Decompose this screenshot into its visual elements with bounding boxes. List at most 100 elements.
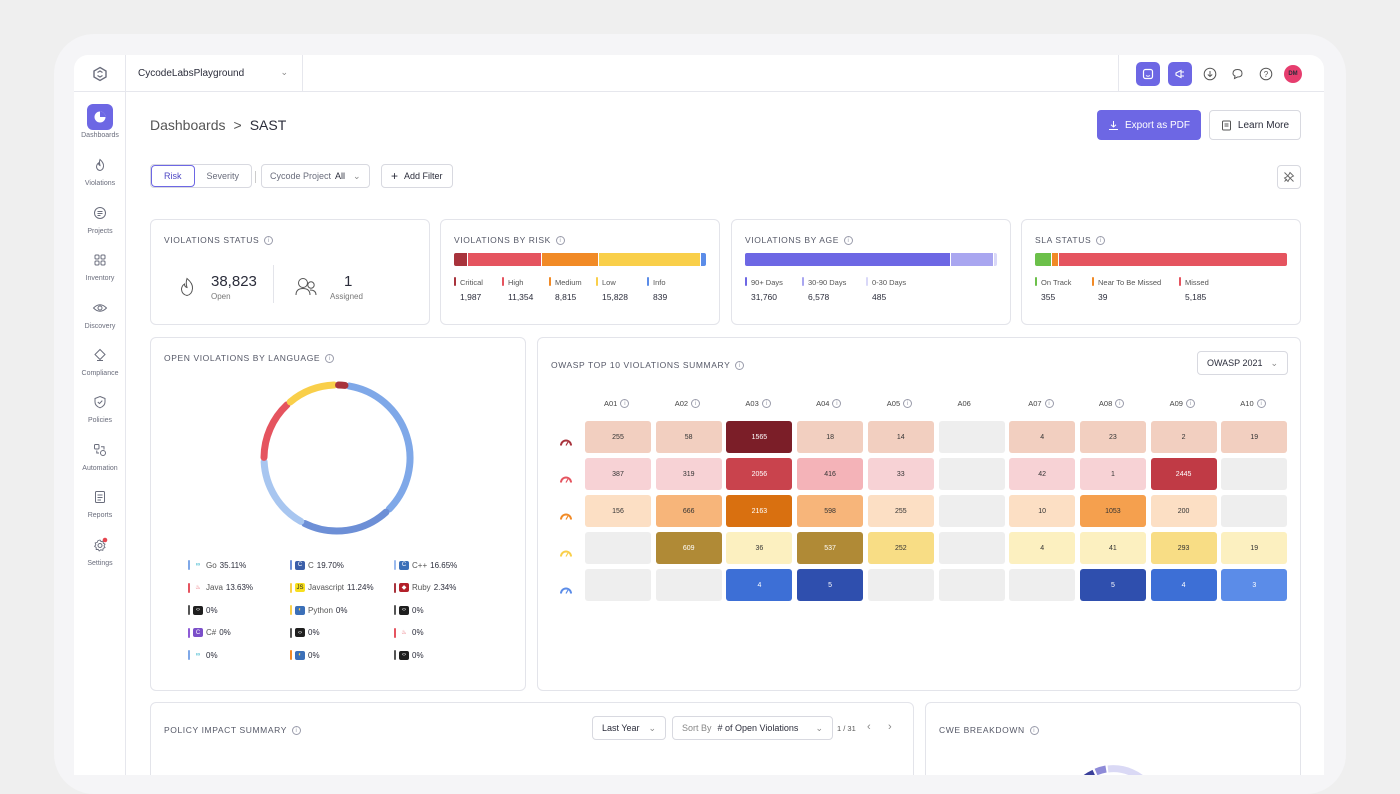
sidebar-item-policies[interactable]: Policies — [74, 389, 126, 433]
chevron-left-icon[interactable]: ‹ — [867, 721, 871, 733]
language-legend-item[interactable]: ∞0% — [188, 650, 218, 660]
info-icon[interactable]: i — [1096, 236, 1105, 245]
info-icon[interactable]: i — [1115, 399, 1124, 408]
heatmap-cell[interactable]: 42 — [1009, 458, 1075, 490]
export-pdf-button[interactable]: Export as PDF — [1097, 110, 1201, 140]
sidebar-item-projects[interactable]: Projects — [74, 200, 126, 244]
announcements-button[interactable] — [1168, 62, 1192, 86]
heatmap-cell[interactable]: 14 — [868, 421, 934, 453]
info-icon[interactable]: i — [1030, 726, 1039, 735]
bar-segment-2[interactable] — [994, 253, 997, 266]
heatmap-cell[interactable]: 200 — [1151, 495, 1217, 527]
heatmap-cell[interactable]: 2 — [1151, 421, 1217, 453]
info-icon[interactable]: i — [556, 236, 565, 245]
sidebar-item-inventory[interactable]: Inventory — [74, 247, 126, 291]
sidebar-item-settings[interactable]: Settings — [74, 532, 126, 576]
donut-segment-4[interactable] — [290, 385, 334, 402]
heatmap-cell[interactable]: 4 — [1009, 532, 1075, 564]
heatmap-cell[interactable]: 2163 — [726, 495, 792, 527]
sidebar-item-reports[interactable]: Reports — [74, 484, 126, 528]
heatmap-cell[interactable]: 1 — [1080, 458, 1146, 490]
bar-segment-1[interactable] — [1052, 253, 1058, 266]
unpin-icon[interactable] — [1277, 165, 1301, 189]
info-icon[interactable]: i — [325, 354, 334, 363]
info-icon[interactable]: i — [292, 726, 301, 735]
info-icon[interactable]: i — [832, 399, 841, 408]
heatmap-cell[interactable]: 41 — [1080, 532, 1146, 564]
breadcrumb-dashboards[interactable]: Dashboards — [150, 117, 226, 133]
info-icon[interactable]: i — [903, 399, 912, 408]
sidebar-item-discovery[interactable]: Discovery — [74, 295, 126, 339]
heatmap-cell[interactable]: 4 — [726, 569, 792, 601]
avatar[interactable]: DM — [1284, 65, 1302, 83]
heatmap-cell[interactable]: 255 — [585, 421, 651, 453]
heatmap-cell[interactable]: 255 — [868, 495, 934, 527]
donut-segment-3[interactable] — [264, 405, 287, 458]
language-legend-item[interactable]: ‹›0% — [290, 628, 320, 638]
heatmap-cell[interactable]: 36 — [726, 532, 792, 564]
chevron-right-icon[interactable]: › — [888, 721, 892, 733]
heatmap-cell[interactable]: 19 — [1221, 532, 1287, 564]
heatmap-cell[interactable]: 4 — [1151, 569, 1217, 601]
bar-segment-4[interactable] — [701, 253, 706, 266]
language-legend-item[interactable]: ‹›0% — [188, 605, 218, 615]
language-legend-item[interactable]: ‹›0% — [394, 605, 424, 615]
sidebar-item-automation[interactable]: Automation — [74, 437, 126, 481]
bar-segment-2[interactable] — [1059, 253, 1287, 266]
heatmap-cell[interactable]: 293 — [1151, 532, 1217, 564]
heatmap-cell[interactable]: 2056 — [726, 458, 792, 490]
tab-risk[interactable]: Risk — [151, 165, 195, 187]
bar-segment-0[interactable] — [454, 253, 467, 266]
info-icon[interactable]: i — [620, 399, 629, 408]
project-filter[interactable]: Cycode Project All ⌄ — [261, 164, 370, 188]
chat-icon[interactable] — [1228, 64, 1248, 84]
heatmap-cell[interactable]: 18 — [797, 421, 863, 453]
language-legend-item[interactable]: ◐0% — [290, 650, 320, 660]
owasp-version-select[interactable]: OWASP 2021 ⌄ — [1197, 351, 1288, 375]
info-icon[interactable]: i — [762, 399, 771, 408]
heatmap-cell[interactable]: 23 — [1080, 421, 1146, 453]
heatmap-cell[interactable]: 2445 — [1151, 458, 1217, 490]
heatmap-cell[interactable]: 33 — [868, 458, 934, 490]
heatmap-cell[interactable]: 58 — [656, 421, 722, 453]
heatmap-cell[interactable]: 1565 — [726, 421, 792, 453]
org-selector[interactable]: CycodeLabsPlayground ⌄ — [126, 55, 303, 92]
info-icon[interactable]: i — [691, 399, 700, 408]
heatmap-cell[interactable]: 5 — [1080, 569, 1146, 601]
heatmap-cell[interactable]: 416 — [797, 458, 863, 490]
heatmap-cell[interactable]: 5 — [797, 569, 863, 601]
sort-select[interactable]: Sort By # of Open Violations ⌄ — [672, 716, 833, 740]
donut-segment-0[interactable] — [349, 386, 410, 509]
bar-segment-1[interactable] — [951, 253, 993, 266]
info-icon[interactable]: i — [264, 236, 273, 245]
heatmap-cell[interactable]: 387 — [585, 458, 651, 490]
tab-severity[interactable]: Severity — [195, 165, 252, 187]
donut-segment-2[interactable] — [264, 462, 301, 522]
donut-segment-1[interactable] — [305, 512, 386, 531]
heatmap-cell[interactable]: 156 — [585, 495, 651, 527]
info-icon[interactable]: i — [844, 236, 853, 245]
heatmap-cell[interactable]: 10 — [1009, 495, 1075, 527]
bar-segment-3[interactable] — [599, 253, 700, 266]
info-icon[interactable]: i — [1257, 399, 1266, 408]
sidebar-item-dashboards[interactable]: Dashboards — [74, 104, 126, 148]
heatmap-cell[interactable]: 666 — [656, 495, 722, 527]
download-icon[interactable] — [1200, 64, 1220, 84]
sidebar-item-compliance[interactable]: Compliance — [74, 342, 126, 386]
